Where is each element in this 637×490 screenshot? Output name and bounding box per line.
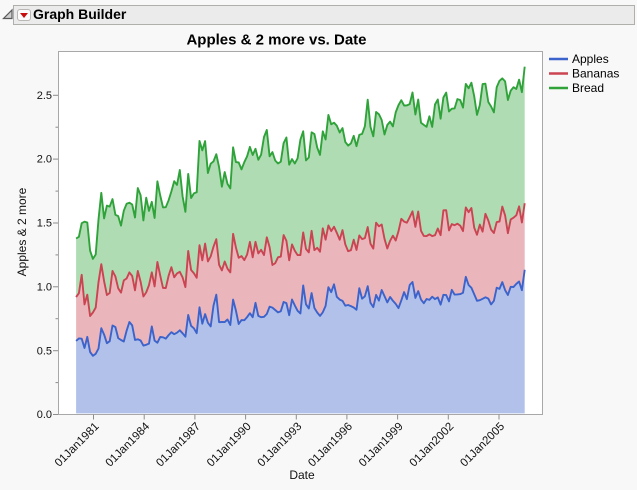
svg-text:01Jan1993: 01Jan1993 bbox=[256, 421, 305, 470]
svg-text:01Jan1990: 01Jan1990 bbox=[205, 421, 254, 470]
svg-text:01Jan1984: 01Jan1984 bbox=[104, 420, 153, 469]
svg-text:Apples: Apples bbox=[572, 52, 609, 66]
svg-text:01Jan2002: 01Jan2002 bbox=[408, 421, 457, 470]
svg-text:Apples & 2 more vs. Date: Apples & 2 more vs. Date bbox=[186, 32, 366, 49]
svg-text:01Jan1996: 01Jan1996 bbox=[306, 421, 355, 470]
svg-text:Date: Date bbox=[289, 468, 315, 482]
svg-text:0.0: 0.0 bbox=[37, 409, 52, 421]
svg-text:01Jan1999: 01Jan1999 bbox=[357, 421, 406, 470]
svg-text:01Jan1981: 01Jan1981 bbox=[53, 421, 102, 470]
svg-text:2.0: 2.0 bbox=[37, 154, 52, 166]
svg-text:1.5: 1.5 bbox=[37, 218, 52, 230]
svg-text:Apples & 2 more: Apples & 2 more bbox=[15, 187, 29, 276]
svg-text:0.5: 0.5 bbox=[37, 345, 52, 357]
svg-text:2.5: 2.5 bbox=[37, 90, 52, 102]
svg-text:1.0: 1.0 bbox=[37, 281, 52, 293]
svg-text:Bananas: Bananas bbox=[572, 67, 619, 81]
svg-text:Bread: Bread bbox=[572, 81, 604, 95]
svg-text:01Jan2005: 01Jan2005 bbox=[458, 421, 507, 470]
svg-text:01Jan1987: 01Jan1987 bbox=[154, 421, 203, 470]
